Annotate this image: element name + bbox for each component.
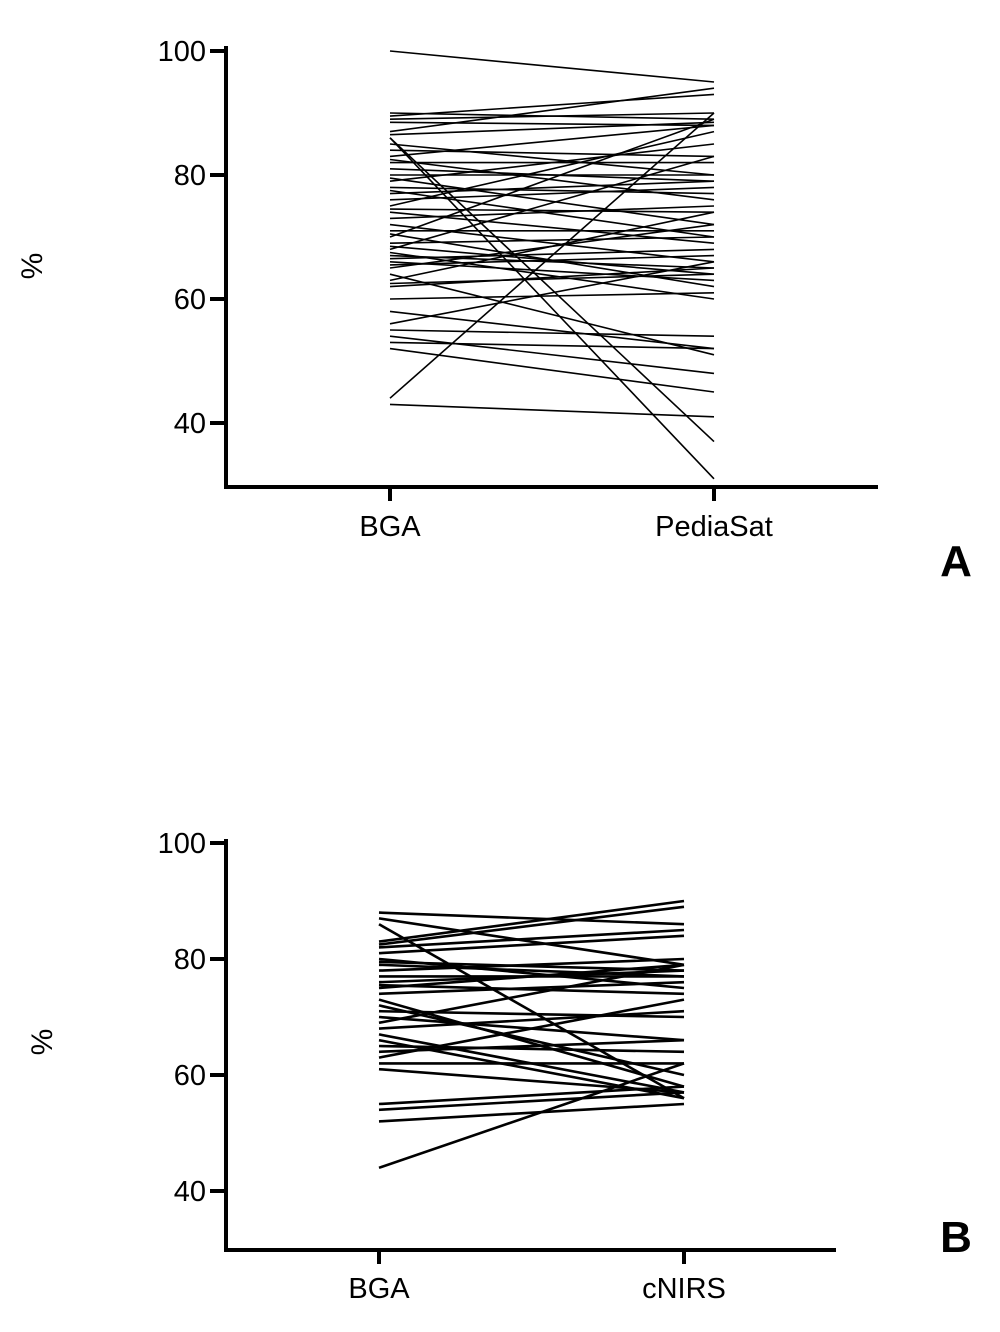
paired-line [378, 923, 685, 1100]
paired-line [389, 208, 715, 213]
paired-line [378, 1062, 685, 1170]
paired-line [378, 957, 685, 972]
paired-line [389, 273, 715, 356]
paired-line [389, 186, 715, 195]
paired-line [378, 963, 685, 990]
chart-panel-b: 40 60 80 100 BGA cNIRS% B [26, 828, 972, 1305]
paired-line [389, 329, 715, 337]
paired-line [389, 267, 715, 288]
paired-line [389, 211, 715, 282]
y-tick-label: 80 [174, 944, 206, 976]
paired-line [378, 905, 685, 946]
paired-line [389, 112, 715, 120]
paired-line [389, 143, 715, 176]
paired-line [378, 1091, 685, 1112]
paired-line [389, 403, 715, 418]
paired-line [389, 177, 715, 226]
y-tick-label: 100 [158, 36, 206, 68]
paired-line [378, 899, 685, 943]
paired-line [378, 928, 685, 949]
paired-line [389, 254, 715, 266]
paired-line [378, 963, 685, 1025]
y-tick-label: 40 [174, 1176, 206, 1208]
paired-line [389, 335, 715, 375]
y-tick-label: 80 [174, 160, 206, 192]
paired-line [378, 1102, 685, 1123]
paired-line [389, 93, 715, 117]
x-category-label: PediaSat [655, 511, 773, 543]
chart-panel-a: 40 60 80 100 BGA PediaSat% A [16, 36, 972, 586]
paired-line [389, 310, 715, 350]
paired-line [389, 130, 715, 207]
paired-line [389, 87, 715, 133]
y-tick-label: 60 [174, 1060, 206, 1092]
y-tick-label: 40 [174, 408, 206, 440]
paired-line [389, 50, 715, 83]
paired-line [389, 112, 715, 399]
paired-line [389, 155, 715, 251]
paired-line [389, 236, 715, 244]
paired-line [389, 143, 715, 182]
x-category-label: BGA [359, 511, 421, 543]
paired-line [378, 1038, 685, 1054]
paired-line [389, 186, 715, 201]
paired-line [389, 180, 715, 195]
paired-line [378, 998, 685, 1059]
paired-line [389, 292, 715, 300]
paired-line [378, 911, 685, 926]
paired-line [389, 118, 715, 238]
paired-line [389, 261, 715, 325]
paired-line [389, 273, 715, 285]
x-category-label: cNIRS [642, 1273, 726, 1305]
y-axis-label: % [16, 253, 49, 280]
x-category-label: BGA [348, 1273, 410, 1305]
paired-line [378, 980, 685, 996]
paired-line [389, 248, 715, 260]
paired-line [378, 917, 685, 967]
paired-line [389, 121, 715, 136]
y-tick-label: 60 [174, 284, 206, 316]
paired-line [378, 1085, 685, 1106]
paired-line [378, 983, 685, 996]
paired-line [378, 934, 685, 955]
paired-line [389, 137, 715, 480]
paired-line [389, 205, 715, 220]
paired-line [389, 347, 715, 393]
panel-label: B [940, 1213, 972, 1262]
paired-line [389, 341, 715, 350]
panel-label: A [940, 537, 972, 586]
y-axis-label: % [26, 1029, 59, 1056]
paired-line [389, 261, 715, 282]
y-tick-label: 100 [158, 828, 206, 860]
paired-line [389, 124, 715, 158]
paired-line [378, 1009, 685, 1030]
